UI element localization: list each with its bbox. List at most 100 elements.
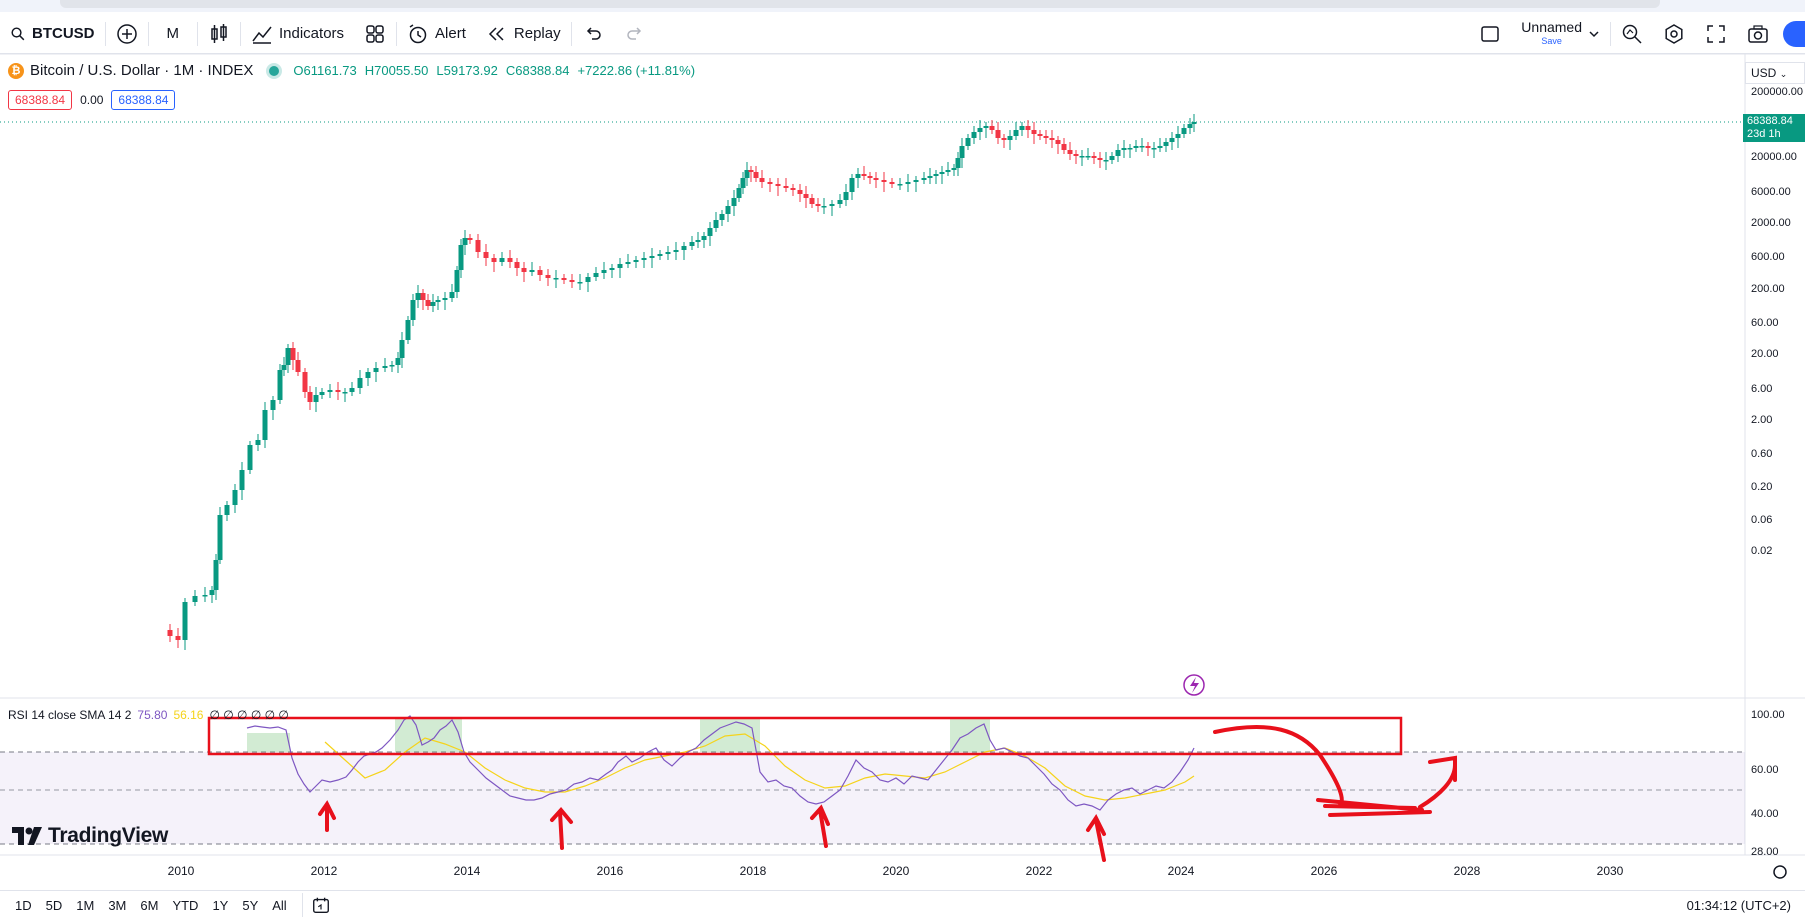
market-status-icon[interactable] (269, 65, 280, 76)
close-value: C68388.84 (505, 63, 570, 78)
annotation-arrows[interactable] (318, 724, 1457, 862)
candle-body (382, 366, 388, 368)
candle-body (995, 130, 1001, 138)
candle-body (224, 505, 230, 515)
candle-body (767, 182, 773, 184)
currency-selector[interactable]: USD ⌄ (1745, 62, 1805, 84)
candle-body (617, 264, 623, 268)
rsi-sma-line (324, 733, 1195, 801)
range-1y[interactable]: 1Y (212, 897, 229, 913)
candle-body (731, 198, 737, 206)
price-tick: 6000.00 (1751, 186, 1791, 198)
rsi-tick: 100.00 (1751, 709, 1785, 721)
compare-button[interactable] (106, 14, 148, 54)
candle-body (641, 258, 647, 260)
indicators-button[interactable]: Indicators (241, 14, 354, 54)
candle-body (977, 128, 983, 132)
candle-body (442, 298, 448, 300)
candle-body (514, 262, 520, 268)
range-6m[interactable]: 6M (140, 897, 159, 913)
range-ytd[interactable]: YTD (172, 897, 199, 913)
range-5y[interactable]: 5Y (242, 897, 259, 913)
candle-body (803, 194, 809, 198)
candle-body (1055, 140, 1061, 144)
redo-button[interactable] (614, 14, 656, 54)
rsi-overbought-fill (950, 718, 990, 752)
lightning-icon[interactable] (1183, 674, 1205, 696)
candle-body (921, 178, 927, 180)
range-1m[interactable]: 1M (76, 897, 95, 913)
candle-body (483, 252, 489, 258)
candle-body (167, 630, 173, 636)
alert-button[interactable]: Alert (397, 14, 476, 54)
range-all[interactable]: All (272, 897, 287, 913)
candle-body (1169, 138, 1175, 142)
candle-body (1145, 146, 1151, 148)
time-tick: 2022 (1026, 864, 1053, 878)
square-icon (1481, 25, 1500, 42)
candle-body (689, 242, 695, 246)
price-tick: 2.00 (1751, 414, 1772, 426)
publish-button[interactable] (1779, 14, 1805, 54)
fullscreen-button[interactable] (1695, 14, 1737, 54)
candle-body (983, 126, 989, 128)
candle-body (809, 198, 815, 204)
range-1d[interactable]: 1D (15, 897, 32, 913)
settings-button[interactable] (1653, 14, 1695, 54)
candle-body (529, 270, 535, 272)
price-tick: 20000.00 (1751, 151, 1797, 163)
candle-body (1121, 148, 1127, 150)
replay-button[interactable]: Replay (476, 14, 571, 54)
candle-body (277, 370, 283, 400)
candle-body (989, 126, 995, 130)
goto-date-icon[interactable] (311, 895, 331, 915)
chart-type-button[interactable] (198, 14, 240, 54)
candle-body (430, 302, 436, 306)
save-label[interactable]: Save (1541, 35, 1562, 46)
range-5d[interactable]: 5D (45, 897, 63, 913)
rsi-value: 75.80 (137, 708, 168, 722)
candle-body (491, 258, 497, 262)
annotation-box[interactable] (207, 716, 1403, 756)
candle-body (955, 158, 961, 168)
candle-body (454, 270, 460, 292)
sell-price[interactable]: 68388.84 (8, 90, 73, 110)
time-ticks: 2010 2012 2014 2016 2018 2020 2022 2024 2026 2028… (168, 864, 1787, 879)
clock[interactable]: 01:34:12 (UTC+2) (1686, 898, 1791, 913)
symbol-search[interactable]: BTCUSD (0, 14, 105, 54)
buy-price[interactable]: 68388.84 (111, 90, 176, 110)
candle-body (1001, 138, 1007, 140)
candle-body (790, 188, 796, 190)
range-3m[interactable]: 3M (108, 897, 127, 913)
snapshot-button[interactable] (1737, 14, 1779, 54)
rsi-title[interactable]: RSI 14 close SMA 14 2 (8, 708, 132, 722)
chevron-down-icon (1589, 30, 1599, 37)
candle-body (285, 348, 291, 365)
symbol-title[interactable]: Bitcoin / U.S. Dollar · 1M · INDEX (30, 62, 254, 79)
axis-settings-icon[interactable] (1773, 865, 1787, 879)
candle-body (681, 246, 687, 250)
candle-body (1103, 160, 1109, 162)
time-tick: 2024 (1168, 864, 1195, 878)
candle-body (182, 602, 188, 640)
candle-body (753, 172, 759, 178)
replay-label: Replay (513, 25, 561, 42)
fullscreen-icon (1707, 24, 1725, 43)
templates-button[interactable] (354, 14, 396, 54)
undo-button[interactable] (572, 14, 614, 54)
quick-search-button[interactable] (1611, 14, 1653, 54)
layout-toggle[interactable] (1469, 14, 1511, 54)
candle-body (740, 178, 746, 188)
time-tick: 2016 (597, 864, 624, 878)
interval-button[interactable]: M (149, 14, 198, 54)
rsi-band (0, 752, 1745, 844)
layout-name[interactable]: Unnamed Save (1511, 14, 1610, 54)
price-tick: 2000.00 (1751, 217, 1791, 229)
candle-body (945, 170, 951, 172)
candle-body (1013, 130, 1019, 136)
candle-body (927, 176, 933, 178)
candle-body (1191, 122, 1197, 124)
tradingview-logo[interactable]: TradingView (12, 824, 168, 848)
